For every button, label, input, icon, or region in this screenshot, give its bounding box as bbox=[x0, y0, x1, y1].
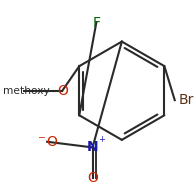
Text: Br: Br bbox=[179, 93, 194, 107]
Text: O: O bbox=[57, 84, 68, 98]
Text: +: + bbox=[98, 135, 105, 144]
Text: O: O bbox=[46, 135, 57, 149]
Text: O: O bbox=[87, 171, 98, 185]
Text: F: F bbox=[92, 16, 100, 30]
Text: N: N bbox=[87, 140, 98, 154]
Text: −: − bbox=[38, 132, 46, 142]
Text: methoxy: methoxy bbox=[3, 86, 50, 96]
